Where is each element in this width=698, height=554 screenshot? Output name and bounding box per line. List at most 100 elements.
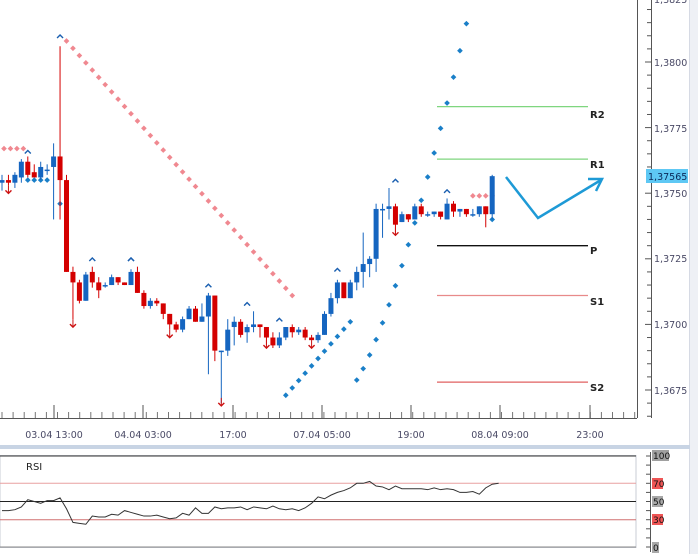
- price-label-1: 1,3775: [654, 124, 687, 135]
- sar-dot: [341, 326, 347, 332]
- candle-body: [405, 214, 411, 220]
- candle-body: [399, 214, 405, 223]
- sar-dot: [302, 370, 308, 377]
- sar-dot: [392, 282, 399, 289]
- sar-dot: [24, 177, 31, 183]
- sar-dot: [212, 205, 218, 212]
- sar-dot: [399, 262, 405, 269]
- sar-dot: [147, 132, 154, 139]
- candle-body: [147, 300, 153, 307]
- price-plot-area[interactable]: [0, 0, 637, 418]
- rsi-title: RSI: [26, 462, 42, 473]
- pivot-label-p: P: [590, 246, 597, 257]
- candle-body: [154, 300, 160, 304]
- time-label-0: 03.04 13:00: [25, 430, 83, 441]
- parabolic-sar: [1, 20, 496, 399]
- price-label-0: 1,3800: [654, 58, 687, 69]
- rsi-tick-50-bg: [652, 496, 663, 507]
- sar-dot: [270, 270, 276, 277]
- sar-dot: [476, 192, 483, 199]
- current-price-tag: [646, 169, 688, 183]
- candle-body: [470, 214, 476, 216]
- candle-body: [341, 282, 347, 299]
- sar-dot: [257, 256, 263, 263]
- candle-body: [380, 208, 386, 211]
- fractal-up-icon: [88, 257, 96, 262]
- candle-body: [309, 337, 315, 341]
- candle-body: [173, 324, 179, 330]
- candle-body: [322, 313, 327, 335]
- candle-body: [128, 271, 134, 286]
- sar-dot: [134, 118, 141, 124]
- sar-dot: [102, 81, 109, 88]
- candle-body: [302, 329, 308, 338]
- rsi-tick-70-bg: [652, 478, 663, 489]
- rsi-tick-30-bg: [652, 514, 663, 525]
- rsi-axis-ticks: [646, 455, 651, 548]
- candle-body: [476, 206, 482, 215]
- sar-dot: [108, 89, 115, 95]
- fractal-down-icon: [217, 402, 225, 407]
- sar-dot: [470, 192, 476, 199]
- rsi-tick-30: 30: [653, 516, 665, 526]
- sar-dot: [328, 340, 334, 347]
- sar-dot: [173, 161, 179, 168]
- candle-body: [457, 208, 463, 212]
- fractal-up-icon: [24, 149, 32, 154]
- fractal-down-icon: [69, 323, 77, 329]
- pivot-label-s2: S2: [590, 383, 604, 394]
- candle-body: [425, 214, 431, 216]
- fractal-up-icon: [127, 257, 135, 262]
- sar-dot: [153, 139, 160, 146]
- candle-body: [225, 329, 231, 351]
- candle-body: [238, 321, 244, 335]
- price-label-3: 1,3725: [654, 254, 687, 265]
- candle-body: [122, 282, 128, 286]
- sar-dot: [405, 241, 412, 248]
- sar-dot: [463, 20, 470, 27]
- fractal-down-icon: [308, 344, 316, 350]
- sar-dot: [295, 377, 302, 384]
- sar-dot: [192, 183, 199, 190]
- candle-body: [109, 277, 115, 286]
- sar-dot: [141, 125, 147, 132]
- panel-splitter[interactable]: [0, 445, 690, 449]
- fractals: [4, 34, 451, 407]
- time-label-6: 23:00: [576, 430, 603, 441]
- sar-dot: [379, 320, 386, 326]
- candle-body: [392, 206, 398, 225]
- candle-body: [64, 180, 69, 272]
- candle-body: [167, 313, 173, 325]
- fractal-up-icon: [333, 267, 341, 273]
- candle-body: [334, 282, 340, 299]
- rsi-tick-100-bg: [652, 450, 669, 461]
- candle-body: [102, 285, 108, 287]
- fractal-up-icon: [204, 283, 212, 288]
- candle-body: [263, 327, 269, 338]
- candle-body: [354, 271, 360, 283]
- candle-body: [412, 206, 418, 220]
- sar-dot: [237, 234, 244, 241]
- sar-dot: [186, 176, 192, 183]
- candle-body: [244, 327, 250, 333]
- candle-body: [451, 203, 456, 212]
- candle-body: [418, 206, 424, 215]
- sar-dot: [160, 147, 167, 153]
- candle-body: [205, 295, 211, 317]
- candle-body: [115, 277, 121, 283]
- rsi-line: [2, 480, 499, 525]
- fractal-down-icon: [391, 231, 399, 237]
- sar-dot: [289, 292, 296, 299]
- fractal-up-icon: [391, 178, 399, 183]
- time-label-4: 19:00: [397, 430, 424, 441]
- sar-dot: [218, 212, 225, 219]
- sar-dot: [386, 302, 392, 308]
- candle-body: [347, 282, 353, 299]
- sar-dot: [199, 190, 205, 197]
- candle-body: [12, 174, 18, 183]
- fractal-up-icon: [56, 34, 64, 39]
- current-price-value: 1,37565: [648, 172, 687, 183]
- candle-body: [367, 258, 373, 265]
- candle-body: [141, 292, 147, 307]
